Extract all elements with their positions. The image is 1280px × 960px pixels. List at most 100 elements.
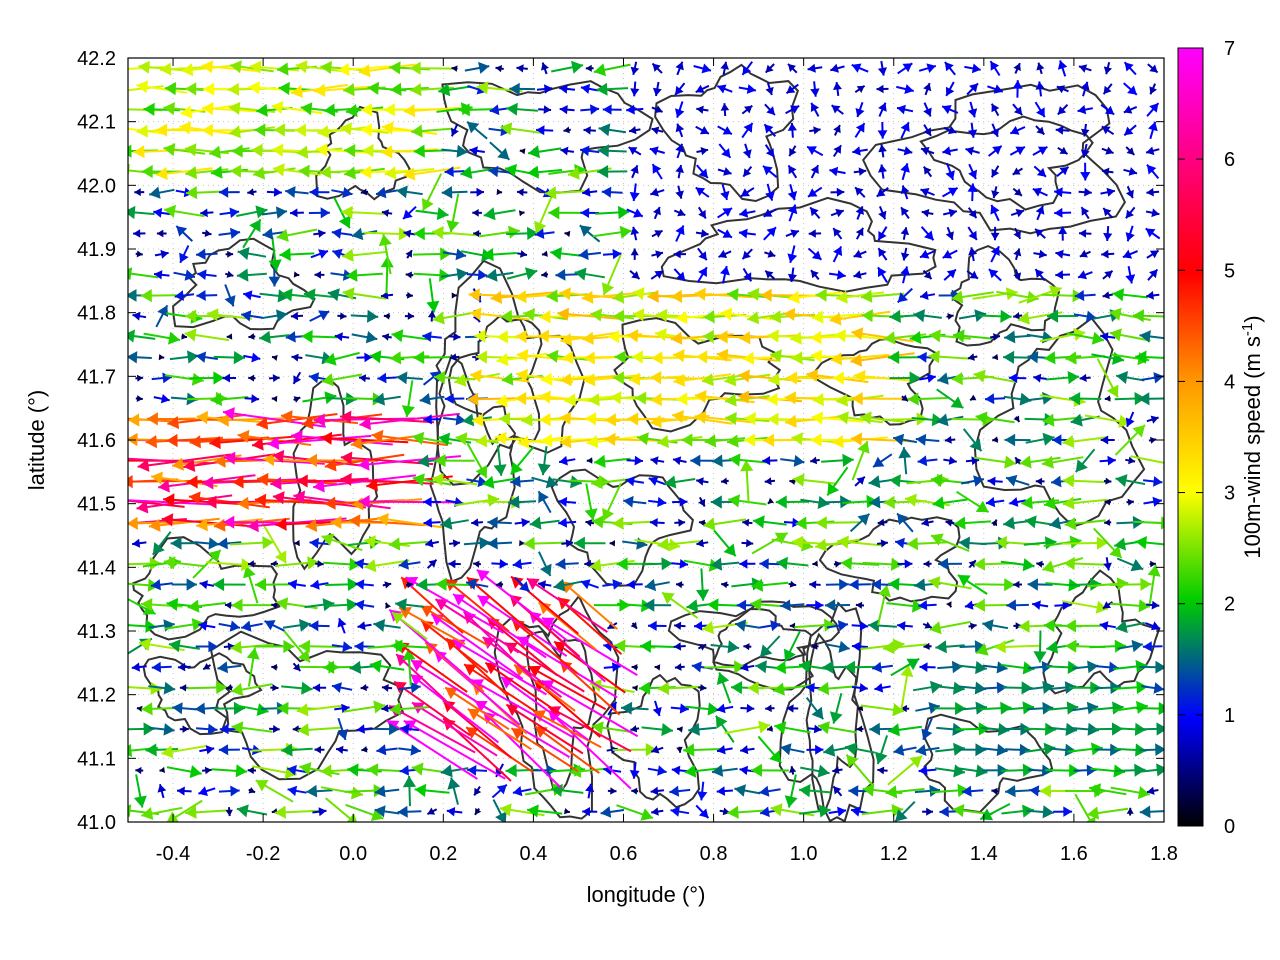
wind-vector-head xyxy=(791,351,803,365)
wind-vector-head xyxy=(204,766,212,775)
wind-vector-head xyxy=(1132,309,1144,323)
wind-vector-head xyxy=(512,558,523,570)
wind-vector-head xyxy=(320,207,330,219)
wind-vector-head xyxy=(423,517,433,528)
wind-vector-head xyxy=(630,621,637,629)
wind-vector xyxy=(434,598,520,654)
wind-vector-head xyxy=(497,147,510,160)
wind-vector-head xyxy=(953,764,965,778)
wind-vector-head xyxy=(374,785,386,798)
wind-vector-head xyxy=(467,708,481,721)
wind-vector-head xyxy=(971,63,981,74)
wind-vector-head xyxy=(633,208,643,218)
wind-vector-head xyxy=(324,496,336,510)
wind-vector-head xyxy=(994,640,1006,654)
wind-vector-head xyxy=(200,208,208,218)
wind-vector-head xyxy=(241,620,252,632)
wind-vector-head xyxy=(370,808,384,821)
wind-vector-head xyxy=(217,413,229,427)
wind-vector-head xyxy=(425,642,438,655)
wind-vector-head xyxy=(320,60,332,75)
wind-vector-head xyxy=(1103,562,1112,571)
wind-vector-head xyxy=(1118,414,1131,428)
wind-vector-head xyxy=(538,580,546,589)
wind-vector-head xyxy=(546,289,558,303)
wind-vector-head xyxy=(696,589,710,601)
wind-vector-head xyxy=(648,620,657,631)
wind-vector-head xyxy=(851,392,863,406)
wind-vector-head xyxy=(477,476,488,488)
wind-vector-head xyxy=(728,453,741,467)
wind-vector-head xyxy=(855,227,864,237)
wind-vector-head xyxy=(792,473,805,487)
wind-vector-head xyxy=(213,518,226,532)
wind-vector-head xyxy=(734,784,746,797)
wind-vector-head xyxy=(629,770,640,779)
wind-vector-head xyxy=(688,722,700,736)
wind-vector-head xyxy=(157,784,167,793)
wind-vector-head xyxy=(136,705,143,712)
wind-vector-head xyxy=(835,208,844,218)
wind-vector-head xyxy=(270,476,282,490)
wind-vector-head xyxy=(454,373,467,387)
wind-vector-head xyxy=(272,684,279,692)
wind-vector-head xyxy=(251,143,263,157)
wind-vector-head xyxy=(158,354,165,361)
wind-vector-head xyxy=(1015,457,1022,465)
wind-vector-head xyxy=(494,431,507,445)
wind-vector-head xyxy=(318,310,330,321)
wind-vector-head xyxy=(740,745,749,755)
wind-vector-head xyxy=(840,556,853,570)
wind-vector-head xyxy=(810,102,820,112)
wind-vector-head xyxy=(917,455,928,467)
wind-vector-head xyxy=(230,164,242,178)
wind-vector-head xyxy=(443,718,456,731)
wind-vector-head xyxy=(957,575,971,587)
wind-vector-head xyxy=(1063,806,1073,817)
wind-vector-head xyxy=(263,453,275,467)
wind-vector-head xyxy=(762,456,771,466)
wind-vector-head xyxy=(210,392,222,406)
wind-vector-head xyxy=(593,63,606,77)
wind-vector-head xyxy=(833,125,841,134)
wind-vector-head xyxy=(598,123,611,137)
wind-vector-head xyxy=(968,247,978,256)
wind-vector-head xyxy=(186,475,198,489)
wind-vector-head xyxy=(182,725,189,733)
wind-vector-head xyxy=(322,598,335,612)
wind-vector xyxy=(296,479,388,483)
wind-vector-head xyxy=(716,330,728,344)
wind-vector-head xyxy=(1125,274,1136,284)
wind-vector-head xyxy=(650,371,662,385)
wind-vector-head xyxy=(805,682,815,693)
wind-vector-head xyxy=(1044,536,1057,550)
wind-vector-head xyxy=(626,579,635,590)
wind-vector-head xyxy=(179,684,187,692)
wind-vector-head xyxy=(993,333,1000,341)
wind-vector-head xyxy=(276,228,289,242)
wind-vector-head xyxy=(1014,188,1022,196)
wind-vector-head xyxy=(360,188,368,196)
wind-vector-head xyxy=(1065,722,1078,736)
wind-vector-head xyxy=(467,121,480,134)
wind-vector-head xyxy=(422,331,432,342)
wind-vector-head xyxy=(839,578,849,591)
wind-vector-head xyxy=(811,706,824,720)
wind-vector-head xyxy=(436,207,449,221)
wind-vector-head xyxy=(907,392,919,406)
wind-vector-head xyxy=(358,495,370,509)
wind-vector-head xyxy=(229,207,240,218)
wind-vector-head xyxy=(1147,786,1155,795)
wind-vector-head xyxy=(656,308,668,322)
wind-vector-head xyxy=(759,558,769,570)
wind-vector-head xyxy=(534,220,547,234)
wind-vector-head xyxy=(1110,681,1122,695)
x-tick-label: 1.6 xyxy=(1060,843,1088,865)
wind-vector-head xyxy=(991,168,1000,178)
wind-vector-head xyxy=(1147,564,1161,577)
wind-vector-head xyxy=(770,620,781,632)
wind-vector-head xyxy=(243,290,253,301)
wind-vector xyxy=(541,616,638,677)
wind-vector-head xyxy=(813,126,821,135)
wind-vector-head xyxy=(670,331,683,345)
